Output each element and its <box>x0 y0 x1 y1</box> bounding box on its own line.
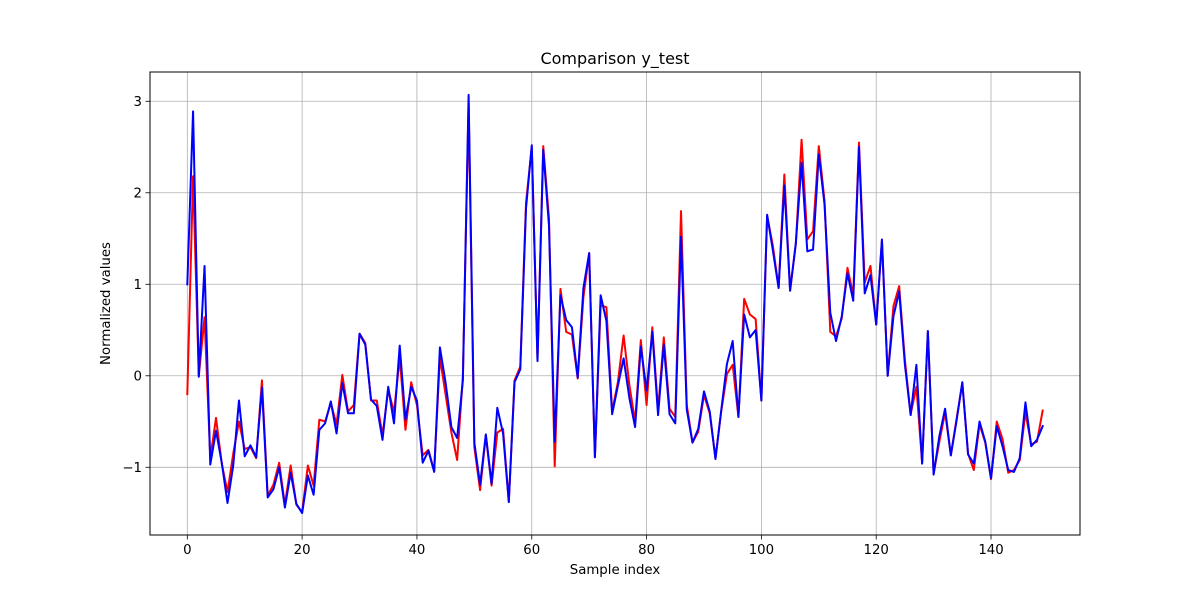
x-tick-label: 140 <box>978 543 1003 558</box>
y-tick-label: −1 <box>122 461 142 476</box>
series-lines <box>186 93 1044 515</box>
x-tick-label: 60 <box>523 543 540 558</box>
series-line-1 <box>186 93 1044 515</box>
x-tick-label: 40 <box>408 543 425 558</box>
y-tick-label: 2 <box>134 186 142 201</box>
x-tick-label: 20 <box>294 543 311 558</box>
y-tick-label: 3 <box>134 95 142 110</box>
axis-ticks: 0 20 40 60 80 100 120 140 −1 0 1 2 3 <box>122 95 1003 558</box>
x-tick-label: 0 <box>183 543 191 558</box>
x-tick-label: 100 <box>749 543 774 558</box>
plot-frame <box>149 71 1081 536</box>
y-axis-label: Normalized values <box>99 242 114 365</box>
x-tick-label: 80 <box>638 543 655 558</box>
x-axis-label: Sample index <box>570 563 661 578</box>
x-tick-label: 120 <box>864 543 889 558</box>
y-tick-label: 1 <box>134 278 142 293</box>
y-tick-label: 0 <box>134 369 142 384</box>
chart-title: Comparison y_test <box>540 49 689 69</box>
